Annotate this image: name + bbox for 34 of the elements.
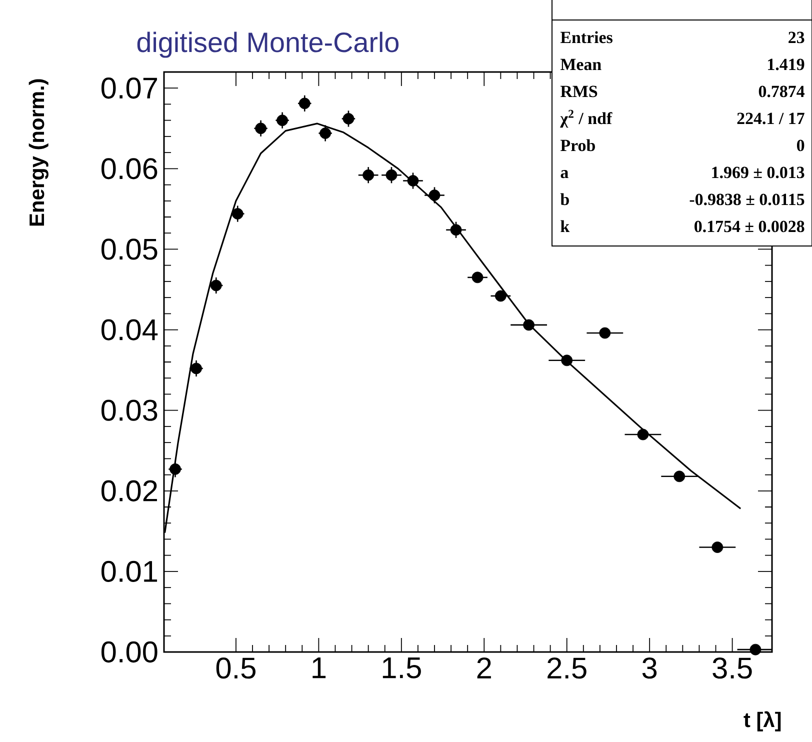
- y-tick-label: 0.07: [101, 78, 157, 99]
- x-tick-label: 0.5: [216, 658, 256, 679]
- text: 23: [788, 32, 804, 44]
- annotation: χ$^{2}$ / ndf: [560, 110, 612, 128]
- x-tick-label: 2.5: [548, 658, 586, 679]
- y-tick-label: 0.00: [101, 641, 158, 663]
- y-tick-label: 0.04: [101, 319, 158, 340]
- x-tick-label: 1: [312, 658, 326, 678]
- annotation: -0.9838 ± 0.0115: [690, 194, 804, 206]
- text: Mean: [560, 58, 602, 70]
- text: 1.419: [768, 58, 804, 70]
- y-tick-label: 0.01: [101, 560, 158, 582]
- chart-title: digitised Monte-Carlo: [137, 32, 399, 58]
- text: 0: [796, 140, 804, 152]
- annotation: b: [560, 193, 569, 206]
- annotation: Prob: [560, 139, 595, 152]
- annotation: 0.7874: [758, 86, 804, 98]
- x-tick-label: 2: [477, 658, 491, 678]
- y-axis-title: Energy (norm.): [28, 79, 48, 226]
- y-tick-label: 0.06: [101, 158, 158, 180]
- y-tick-label: 0.02: [101, 480, 157, 502]
- x-axis-title: t [λ]: [744, 711, 781, 732]
- annotation: 1.969 ± 0.013: [712, 166, 804, 178]
- annotation: 0.1754 ± 0.0028: [694, 220, 804, 232]
- annotation: RMS: [560, 86, 598, 98]
- x-tick-label: 3: [642, 658, 657, 679]
- annotation: a: [560, 170, 568, 178]
- text: Entries: [560, 31, 612, 44]
- annotation: k: [560, 220, 570, 232]
- y-tick-label: 0.03: [101, 400, 158, 421]
- x-tick-label: 3.5: [712, 658, 752, 679]
- y-tick-label: 0.05: [101, 238, 158, 260]
- annotation: 224.1 / 17: [737, 112, 804, 124]
- x-tick-label: 1.5: [382, 658, 421, 678]
